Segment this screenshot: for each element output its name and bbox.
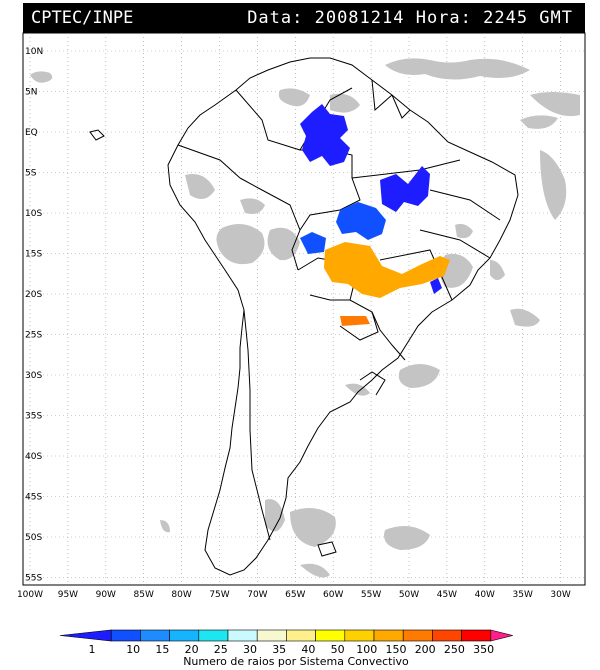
lon-label: 35W [513, 590, 533, 600]
lat-label: 5N [25, 88, 37, 98]
colorbar-tick-label: 35 [272, 643, 286, 656]
lat-label: 10N [25, 47, 43, 57]
lon-label: 55W [361, 590, 381, 600]
colorbar-tick-label: 100 [356, 643, 377, 656]
lon-label: 45W [437, 590, 457, 600]
lat-label: 40S [25, 452, 42, 462]
lon-label: 85W [134, 590, 154, 600]
colorbar-tick-label: 40 [301, 643, 315, 656]
graticule [23, 33, 585, 585]
colorbar-swatch [59, 629, 112, 642]
colorbar-tick-label: 1 [89, 643, 96, 656]
cloud-cover [30, 58, 580, 578]
colorbar-swatch [227, 629, 258, 642]
colorbar-swatch [402, 629, 433, 642]
border-guianas [371, 79, 411, 119]
colorbar-swatch [286, 629, 316, 642]
lon-label: 95W [58, 590, 78, 600]
border-paraguay [330, 299, 379, 341]
cluster-orange-pantanal [324, 242, 450, 298]
lat-label: 35S [25, 412, 42, 422]
colorbar-tick-label: 15 [155, 643, 169, 656]
colorbar-tick-label: 50 [331, 643, 345, 656]
colorbar [59, 629, 513, 642]
lat-label: EQ [25, 128, 38, 138]
border-ecuador [177, 144, 241, 179]
falklands-outline [317, 541, 337, 557]
cluster-lightblue-central [336, 202, 386, 240]
lon-label: 75W [209, 590, 229, 600]
colorbar-title: Numero de raios por Sistema Convectivo [183, 655, 409, 668]
colorbar-swatch [461, 629, 492, 642]
lat-label: 25S [25, 331, 42, 341]
colorbar-tick-label: 30 [243, 643, 257, 656]
lon-label: 90W [96, 590, 116, 600]
colorbar-swatch [432, 629, 462, 642]
lon-label: 65W [285, 590, 305, 600]
colorbar-tick-label: 150 [386, 643, 407, 656]
colorbar-tick-label: 350 [473, 643, 494, 656]
colorbar-swatch [198, 629, 229, 642]
colorbar-tick-label: 20 [185, 643, 199, 656]
map-frame [22, 32, 586, 586]
colorbar-swatch [490, 629, 513, 642]
colorbar-tick-label: 10 [126, 643, 140, 656]
colorbar-tick-labels: 1 10 15 20 25 30 35 40 50 100 150 200 250 350 [89, 643, 495, 656]
lon-label: 30W [550, 590, 570, 600]
datetime-label: Data: 20081214 Hora: 2245 GMT [247, 8, 573, 28]
lat-label: 30S [25, 371, 42, 381]
lon-label: 80W [171, 590, 191, 600]
colorbar-swatch [344, 629, 375, 642]
lat-label: 50S [25, 533, 42, 543]
cluster-blue-amazon-north [300, 104, 350, 166]
cluster-darkorange-south [340, 316, 370, 326]
lon-label: 50W [399, 590, 419, 600]
continent-coastline [167, 57, 519, 576]
latitude-labels: 10N 5N EQ 5S 10S 15S 20S 25S 30S 35S 40S 45S 50S 55S [25, 47, 43, 584]
colorbar-swatch [256, 629, 287, 642]
colorbar-tick-label: 200 [415, 643, 436, 656]
cluster-blue-minas [430, 278, 442, 294]
lightning-clusters [300, 104, 450, 326]
longitude-labels: 100W 95W 90W 85W 80W 75W 70W 65W 60W 55W 50W 45W 40W… [17, 590, 571, 600]
colorbar-swatch [110, 629, 141, 642]
cluster-blue-central [380, 166, 430, 212]
lon-label: 40W [475, 590, 495, 600]
colorbar-swatch [373, 629, 404, 642]
border-chile-argentina [243, 309, 271, 541]
lat-label: 45S [25, 493, 42, 503]
lat-label: 5S [25, 169, 37, 179]
lon-label: 60W [323, 590, 343, 600]
lat-label: 10S [25, 209, 42, 219]
colorbar-swatch [315, 629, 346, 642]
lon-label: 100W [17, 590, 43, 600]
lon-label: 70W [247, 590, 267, 600]
lat-label: 15S [25, 250, 42, 260]
cluster-lightblue-west [300, 232, 326, 254]
border-peru [239, 177, 301, 271]
colorbar-swatch [140, 629, 170, 642]
agency-label: CPTEC/INPE [31, 8, 134, 28]
map-header: CPTEC/INPE Data: 20081214 Hora: 2245 GMT [23, 3, 585, 33]
border-uruguay [359, 371, 386, 396]
lat-label: 55S [25, 574, 42, 584]
cuba-outline [89, 129, 105, 141]
border-argentina-brazil [371, 311, 406, 361]
colorbar-tick-label: 25 [214, 643, 228, 656]
colorbar-tick-label: 250 [444, 643, 465, 656]
lat-label: 20S [25, 290, 42, 300]
colorbar-swatch [169, 629, 200, 642]
